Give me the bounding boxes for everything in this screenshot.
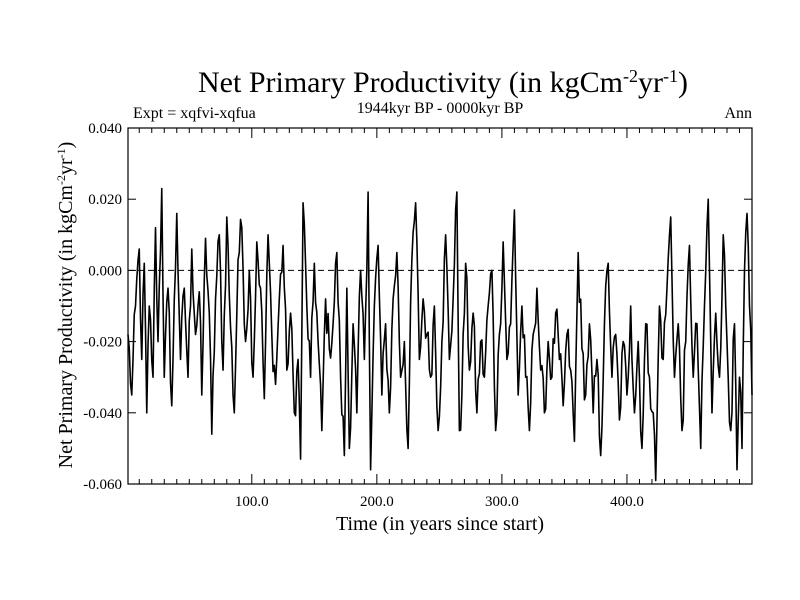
x-tick-label: 200.0	[360, 494, 394, 510]
chart-subtitle: 1944kyr BP - 0000kyr BP	[357, 100, 524, 117]
chart-title-end: )	[678, 66, 688, 99]
x-axis: 100.0 200.0 300.0 400.0	[138, 128, 740, 510]
y-tick-label: -0.060	[83, 477, 122, 493]
y-axis-title-exp2: -1	[54, 148, 68, 158]
chart-title-exp2: -1	[663, 66, 678, 86]
y-tick-label: 0.020	[88, 192, 122, 208]
y-axis-title-mid: yr	[55, 158, 77, 175]
chart-title: Net Primary Productivity (in kgCm-2yr-1)	[198, 66, 688, 99]
npp-series-line	[127, 187, 753, 482]
y-axis-title-end: )	[55, 142, 77, 149]
x-tick-label: 300.0	[485, 494, 519, 510]
x-tick-label: 100.0	[235, 494, 269, 510]
chart-title-exp1: -2	[623, 66, 638, 86]
y-tick-label: -0.040	[83, 406, 122, 422]
y-tick-label: 0.040	[88, 121, 122, 137]
y-axis-title-exp1: -2	[54, 175, 68, 185]
y-tick-label: 0.000	[88, 263, 122, 279]
y-axis-title-main: Net Primary Productivity (in kgCm	[55, 185, 77, 469]
y-axis-title: Net Primary Productivity (in kgCm-2yr-1)	[54, 142, 77, 469]
y-axis: 0.040 0.020 0.000 -0.020 -0.040 -0.060	[83, 121, 752, 493]
chart-title-mid: yr	[638, 66, 663, 99]
expt-label: Expt = xqfvi-xqfua	[133, 105, 256, 122]
y-tick-label: -0.020	[83, 335, 122, 351]
plot-frame	[127, 127, 753, 485]
x-axis-title: Time (in years since start)	[336, 513, 544, 535]
season-label: Ann	[724, 105, 752, 122]
chart-title-main: Net Primary Productivity (in kgCm	[198, 66, 623, 99]
x-tick-label: 400.0	[610, 494, 644, 510]
